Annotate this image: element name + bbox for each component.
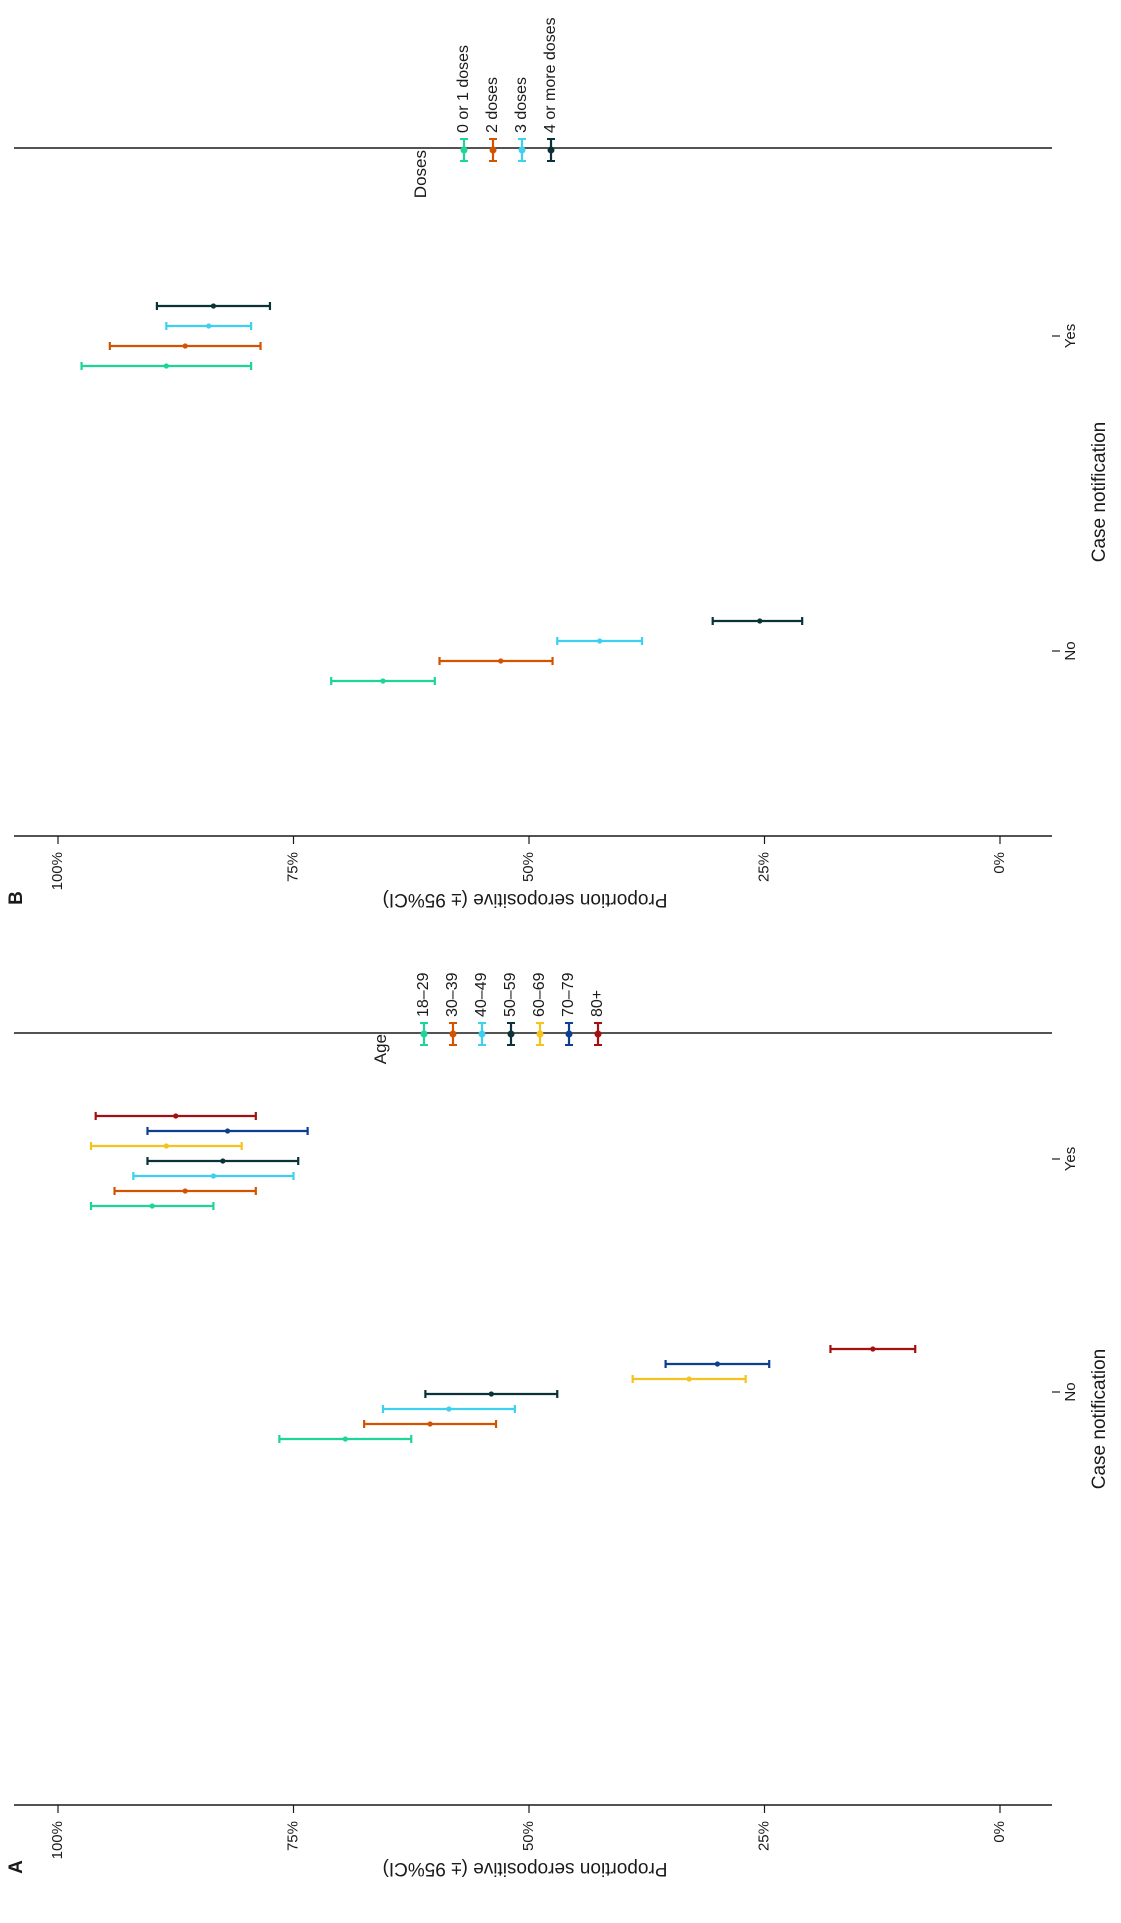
panel-label-a: A: [6, 1860, 27, 1874]
legend-label: 0 or 1 doses: [455, 45, 472, 133]
value-tick-label: 0%: [991, 852, 1008, 874]
legend-key-point: [547, 146, 555, 154]
legend-title: Doses: [411, 150, 430, 198]
legend-key-point: [507, 1030, 515, 1038]
estimate-point: [163, 363, 169, 369]
estimate-point: [206, 323, 212, 329]
errorbar: [381, 1405, 516, 1413]
legend-key-point: [420, 1030, 428, 1038]
category-tick-label-no: No: [1062, 641, 1079, 660]
errorbar: [113, 1187, 257, 1195]
errorbar: [155, 302, 272, 310]
legend-label: 18–29: [415, 972, 432, 1017]
estimate-point: [757, 618, 763, 624]
value-tick-label: 0%: [991, 1821, 1008, 1843]
x-axis-title: Case notification: [1089, 1349, 1110, 1489]
estimate-point: [220, 1158, 226, 1164]
estimate-point: [686, 1376, 692, 1382]
errorbar: [438, 657, 554, 665]
legend-label: 60–69: [531, 972, 548, 1017]
errorbar: [829, 1345, 917, 1353]
estimate-point: [163, 1143, 169, 1149]
legend: Doses 0 or 1 doses 2 doses 3 doses 4 or more…: [411, 17, 559, 198]
y-axis-title: Proportion seropositive (± 95%CI): [383, 1858, 668, 1879]
estimate-point: [427, 1421, 433, 1427]
estimate-point: [597, 638, 603, 644]
errorbar: [664, 1360, 771, 1368]
value-tick-label: 25%: [755, 1821, 772, 1851]
estimate-point: [173, 1113, 179, 1119]
legend-key-point: [449, 1030, 457, 1038]
errorbar: [80, 362, 253, 370]
legend-key-point: [489, 146, 497, 154]
y-axis-title: Proportion seropositive (± 95%CI): [383, 889, 668, 910]
panel-b: 0% 25% 50% 75% 100% No Yes Case notification Pro…: [6, 17, 1110, 910]
estimate-point: [182, 343, 188, 349]
legend-label: 40–49: [473, 972, 490, 1017]
estimate-point: [380, 678, 386, 684]
errorbar: [330, 677, 436, 685]
errorbar: [89, 1202, 215, 1210]
errorbar: [631, 1375, 747, 1383]
legend-label: 50–59: [502, 972, 519, 1017]
errorbar: [278, 1435, 413, 1443]
legend-key-point: [565, 1030, 573, 1038]
estimate-point: [182, 1188, 188, 1194]
value-tick-label: 100%: [49, 852, 66, 890]
errorbar: [363, 1420, 498, 1428]
legend-key-point: [478, 1030, 486, 1038]
estimate-point: [446, 1406, 452, 1412]
errorbar: [108, 342, 262, 350]
legend: Age 18–29 30–39 40–49 50–59 60–69 70–79 80+: [371, 972, 606, 1064]
legend-key-point: [536, 1030, 544, 1038]
value-tick-label: 50%: [520, 852, 537, 882]
estimate-point: [224, 1128, 231, 1134]
errorbar: [132, 1172, 295, 1180]
errorbar: [89, 1142, 243, 1150]
legend-key-point: [518, 146, 526, 154]
value-tick-label: 100%: [49, 1821, 66, 1859]
panel-label-b: B: [6, 891, 27, 905]
estimate-point: [714, 1361, 721, 1367]
errorbar: [146, 1127, 309, 1135]
x-axis-title: Case notification: [1089, 422, 1110, 562]
panel-a: 0% 25% 50% 75% 100% No Yes Case notification Pro…: [6, 972, 1110, 1879]
legend-label: 30–39: [444, 972, 461, 1017]
category-tick-label-yes: Yes: [1062, 1147, 1079, 1171]
estimate-point: [498, 658, 504, 664]
legend-label: 4 or more doses: [542, 17, 559, 133]
errorbar: [94, 1112, 257, 1120]
errorbar: [424, 1390, 559, 1398]
estimate-point: [210, 1173, 217, 1179]
category-tick-label-yes: Yes: [1062, 324, 1079, 348]
value-tick-label: 75%: [284, 852, 301, 882]
estimate-point: [149, 1203, 155, 1209]
errorbar: [146, 1157, 300, 1165]
estimate-point: [870, 1346, 876, 1352]
estimate-point: [342, 1436, 348, 1442]
errorbar: [711, 617, 804, 625]
category-tick-label-no: No: [1062, 1382, 1079, 1401]
value-tick-label: 75%: [284, 1821, 301, 1851]
errorbar: [165, 322, 253, 330]
value-tick-label: 25%: [755, 852, 772, 882]
errorbar: [556, 637, 644, 645]
legend-label: 3 doses: [513, 77, 530, 133]
legend-label: 80+: [589, 990, 606, 1017]
value-tick-label: 50%: [520, 1821, 537, 1851]
legend-key-point: [460, 146, 468, 154]
legend-label: 70–79: [560, 972, 577, 1017]
estimate-point: [488, 1391, 494, 1397]
estimate-point: [210, 303, 217, 309]
legend-title: Age: [371, 1034, 390, 1064]
legend-label: 2 doses: [484, 77, 501, 133]
legend-key-point: [594, 1030, 602, 1038]
